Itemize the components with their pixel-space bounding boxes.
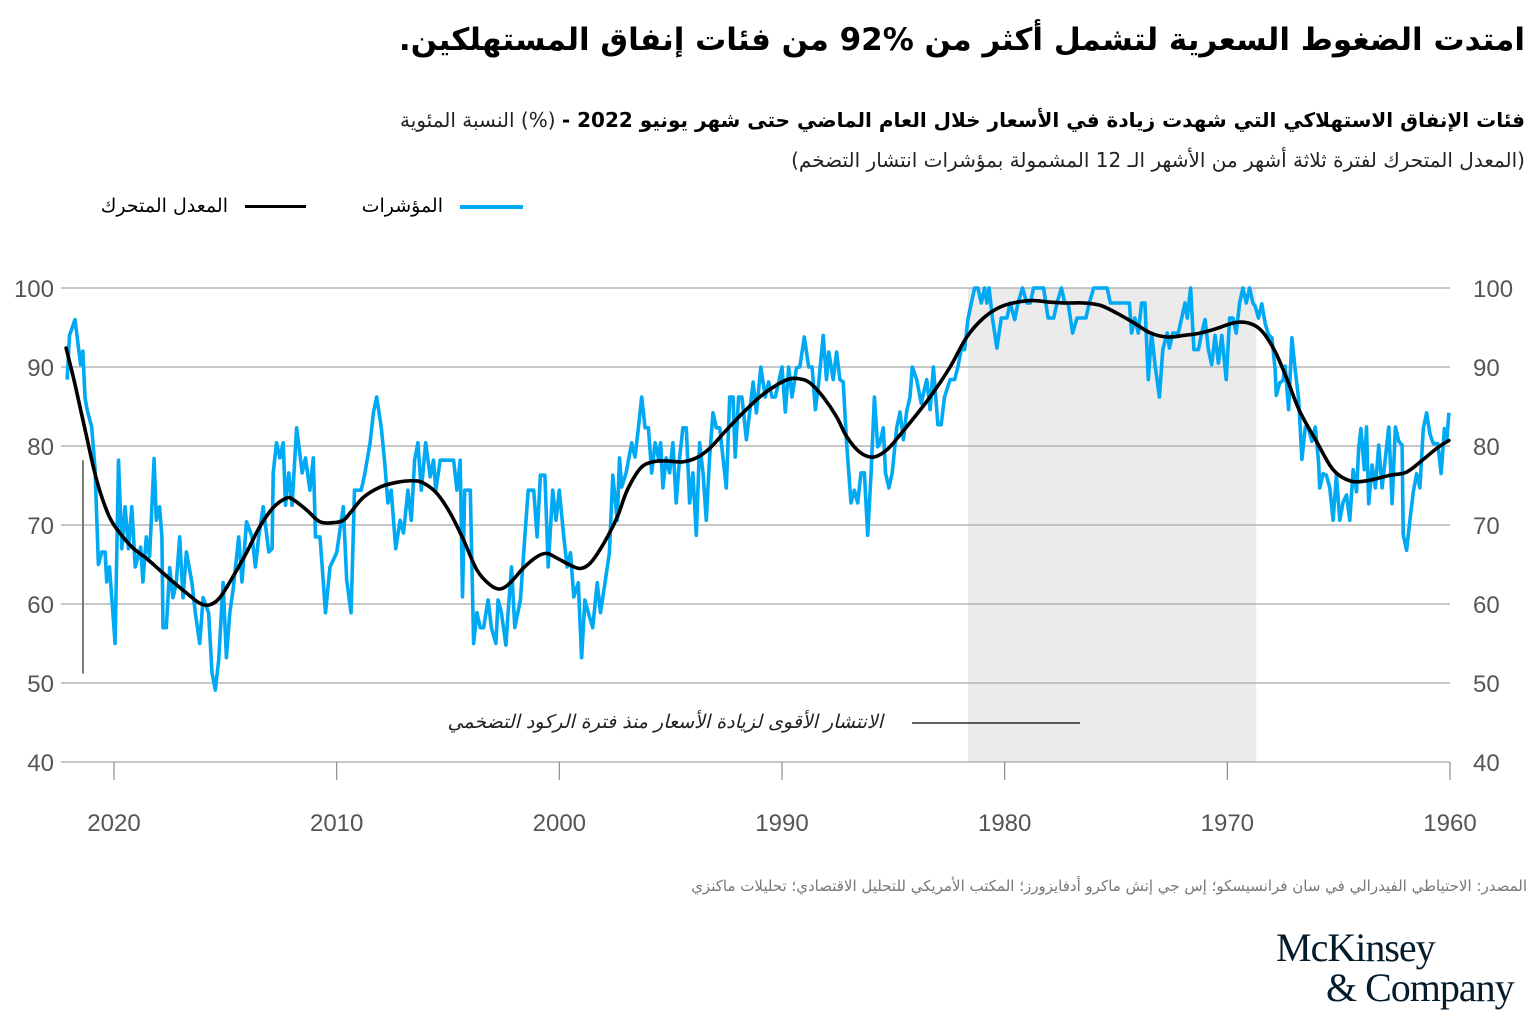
x-tick-label: 1960 — [1423, 810, 1476, 837]
source-note: المصدر: الاحتياطي الفيدرالي في سان فرانس… — [691, 877, 1527, 895]
y-tick-label-left: 50 — [27, 671, 54, 698]
legend-swatch-moving-average — [245, 205, 306, 208]
series-line-moving-average — [64, 298, 1451, 608]
y-tick-label-left: 60 — [27, 592, 54, 619]
logo-line-1: McKinsey — [1276, 925, 1436, 970]
x-tick-label: 1990 — [755, 810, 808, 837]
y-tick-label-right: 60 — [1473, 592, 1500, 619]
x-tick-label: 2020 — [87, 810, 140, 837]
x-tick-label: 1970 — [1201, 810, 1254, 837]
y-tick-label-left: 40 — [27, 750, 54, 777]
y-tick-label-right: 70 — [1473, 513, 1500, 540]
legend-label-indicators: المؤشرات — [361, 195, 443, 217]
x-tick-label: 2010 — [310, 810, 363, 837]
y-tick-label-right: 40 — [1473, 750, 1500, 777]
y-tick-label-right: 80 — [1473, 434, 1500, 461]
chart-subtitle: فئات الإنفاق الاستهلاكي التي شهدت زيادة … — [400, 104, 1525, 136]
logo-line-2: & Company — [1326, 965, 1515, 1010]
subtitle-unit: (%) النسبة المئوية — [400, 108, 556, 132]
y-tick-label-left: 80 — [27, 434, 54, 461]
legend-swatch-indicators — [460, 205, 523, 209]
shaded-period-annotation: الانتشار الأقوى لزيادة الأسعار منذ فترة … — [447, 711, 883, 733]
y-tick-label-left: 70 — [27, 513, 54, 540]
legend-label-moving-average: المعدل المتحرك — [100, 195, 228, 217]
mckinsey-logo: McKinsey & Company — [1276, 925, 1515, 1010]
y-tick-label-left: 90 — [27, 355, 54, 382]
y-tick-label-right: 50 — [1473, 671, 1500, 698]
x-tick-label: 2000 — [533, 810, 586, 837]
x-tick-label: 1980 — [978, 810, 1031, 837]
y-tick-label-right: 100 — [1473, 276, 1513, 303]
y-tick-label-left: 100 — [14, 276, 54, 303]
chart-title: امتدت الضغوط السعرية لتشمل أكثر من %92 م… — [398, 22, 1525, 58]
y-tick-label-right: 90 — [1473, 355, 1500, 382]
subtitle-text: فئات الإنفاق الاستهلاكي التي شهدت زيادة … — [561, 108, 1525, 132]
chart-note: (المعدل المتحرك لفترة ثلاثة أشهر من الأش… — [791, 148, 1525, 172]
